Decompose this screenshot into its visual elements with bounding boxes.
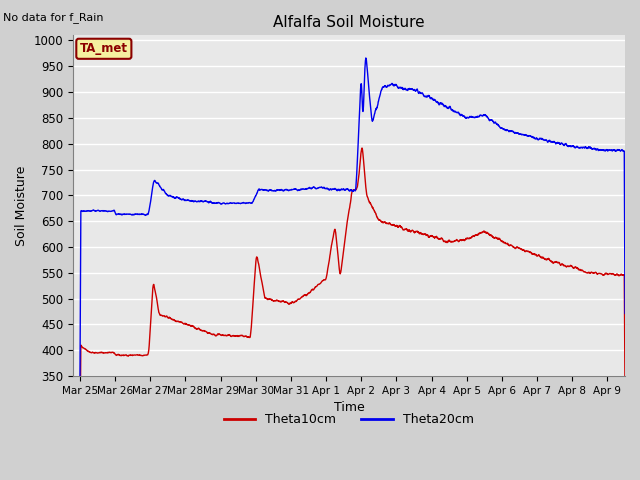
Text: TA_met: TA_met [80,42,128,55]
Legend: Theta10cm, Theta20cm: Theta10cm, Theta20cm [220,408,479,431]
X-axis label: Time: Time [333,401,364,414]
Title: Alfalfa Soil Moisture: Alfalfa Soil Moisture [273,15,425,30]
Text: No data for f_Rain: No data for f_Rain [3,12,104,23]
Y-axis label: Soil Moisture: Soil Moisture [15,166,28,246]
